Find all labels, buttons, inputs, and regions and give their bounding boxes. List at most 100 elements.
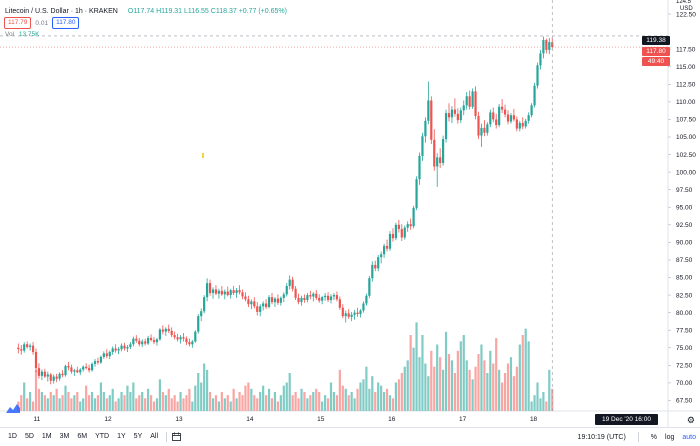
volume-bar	[64, 385, 67, 411]
candle-body	[450, 109, 454, 118]
volume-bar	[31, 401, 35, 411]
volume-bar	[40, 392, 43, 411]
candle-body	[273, 298, 277, 303]
volume-bar	[368, 388, 371, 411]
volume-bar	[152, 401, 156, 411]
candle-body	[76, 370, 79, 373]
candle-body	[52, 376, 55, 381]
candle-body	[300, 297, 303, 303]
symbol-title[interactable]: Litecoin / U.S. Dollar · 1h · KRAKEN	[5, 7, 118, 15]
volume-bar	[486, 373, 489, 411]
volume-bar	[138, 395, 141, 411]
volume-bar	[427, 376, 430, 411]
tradingview-logo-icon[interactable]	[5, 401, 21, 413]
candle-body	[256, 306, 259, 312]
candle-body	[117, 349, 120, 351]
gear-icon[interactable]: ⚙	[686, 415, 695, 425]
candle-body	[539, 53, 542, 66]
candle-body	[548, 42, 551, 50]
volume-bar	[412, 347, 415, 411]
candle-body	[235, 290, 238, 293]
range-5d-button[interactable]: 5D	[24, 433, 34, 440]
volume-bar	[332, 392, 336, 411]
volume-bar	[117, 398, 120, 411]
candle-body	[356, 312, 359, 315]
candle-body	[102, 353, 105, 357]
candle-body	[40, 371, 43, 376]
utc-clock[interactable]: 19:10:19 (UTC)	[577, 433, 626, 441]
bottom-toolbar: 1D 5D 1M 3M 6M YTD 1Y 5Y All 19:10:19 (U…	[0, 427, 700, 445]
candle-body	[506, 114, 510, 122]
candle-body	[462, 105, 465, 111]
range-1m-button[interactable]: 1M	[41, 433, 52, 440]
time-axis-label: 13	[175, 416, 183, 423]
range-ytd-button[interactable]: YTD	[95, 433, 110, 440]
volume-bar	[468, 369, 471, 411]
volume-bar	[503, 373, 507, 411]
volume-bar	[450, 360, 454, 411]
volume-bar	[312, 392, 315, 411]
toolbar-divider	[637, 432, 639, 442]
volume-bar	[194, 385, 197, 411]
calendar-range-icon[interactable]	[171, 432, 181, 442]
volume-bar	[465, 360, 468, 411]
buy-button[interactable]: 117.80	[52, 17, 80, 29]
range-1d-button[interactable]: 1D	[8, 433, 17, 440]
volume-bar	[182, 398, 185, 411]
candle-body	[23, 344, 26, 351]
candle-body	[380, 254, 383, 258]
price-axis-tick-label: 80.00	[676, 310, 693, 317]
candle-body	[259, 306, 262, 312]
price-axis-tick-label: 92.50	[676, 222, 693, 229]
volume-legend[interactable]: Vol 13.75K	[5, 31, 39, 38]
candle-body	[226, 291, 229, 296]
candle-body	[486, 124, 489, 133]
percent-toggle[interactable]: %	[650, 433, 658, 441]
volume-bar	[273, 392, 277, 411]
candle-body	[315, 293, 318, 298]
volume-bar	[250, 388, 253, 411]
volume-bar	[276, 401, 279, 411]
range-6m-button[interactable]: 6M	[77, 433, 88, 440]
candle-body	[421, 136, 424, 156]
volume-bar	[306, 398, 309, 411]
log-toggle[interactable]: log	[665, 433, 675, 441]
volume-bar	[114, 401, 117, 411]
volume-bar	[303, 392, 306, 411]
volume-bar	[147, 388, 150, 411]
candle-body	[394, 224, 397, 239]
candle-body	[515, 119, 518, 129]
price-axis-tick-label: 85.00	[676, 275, 693, 282]
price-axis-tick-label: 75.00	[676, 345, 693, 352]
candle-body	[276, 298, 279, 303]
time-axis-label: 12	[104, 416, 112, 423]
candle-body	[321, 297, 324, 301]
volume-bar	[238, 392, 241, 411]
range-3m-button[interactable]: 3M	[59, 433, 70, 440]
volume-bar	[456, 350, 459, 411]
volume-bar	[235, 398, 238, 411]
candle-body	[453, 109, 456, 114]
sell-button[interactable]: 117.79	[4, 17, 32, 29]
volume-bar	[515, 366, 518, 411]
range-all-button[interactable]: All	[150, 433, 159, 440]
volume-value: 13.75K	[18, 31, 40, 38]
candle-body	[542, 40, 545, 54]
candle-body	[545, 40, 548, 50]
volume-bar	[167, 388, 170, 411]
range-1y-button[interactable]: 1Y	[117, 433, 126, 440]
candle-body	[509, 115, 513, 122]
ohlc-close: C118.37	[210, 7, 237, 15]
candle-body	[267, 297, 271, 308]
candle-body	[391, 233, 395, 239]
candle-body	[126, 347, 129, 349]
volume-bar	[208, 392, 212, 411]
candle-body	[120, 345, 123, 350]
volume-bar	[120, 392, 123, 411]
volume-bar	[324, 395, 327, 411]
range-5y-button[interactable]: 5Y	[133, 433, 143, 440]
volume-bar	[141, 392, 144, 411]
auto-scale-toggle[interactable]: auto	[682, 433, 696, 441]
candle-body	[270, 297, 274, 303]
